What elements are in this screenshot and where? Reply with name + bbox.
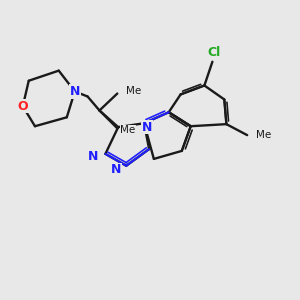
Text: O: O [17, 100, 28, 113]
Text: N: N [70, 85, 80, 98]
Text: Me: Me [126, 85, 142, 96]
Text: N: N [142, 121, 152, 134]
Text: Me: Me [120, 125, 136, 135]
Text: Cl: Cl [207, 46, 220, 59]
Text: N: N [111, 164, 121, 176]
Text: Me: Me [256, 130, 271, 140]
Text: N: N [88, 150, 99, 163]
